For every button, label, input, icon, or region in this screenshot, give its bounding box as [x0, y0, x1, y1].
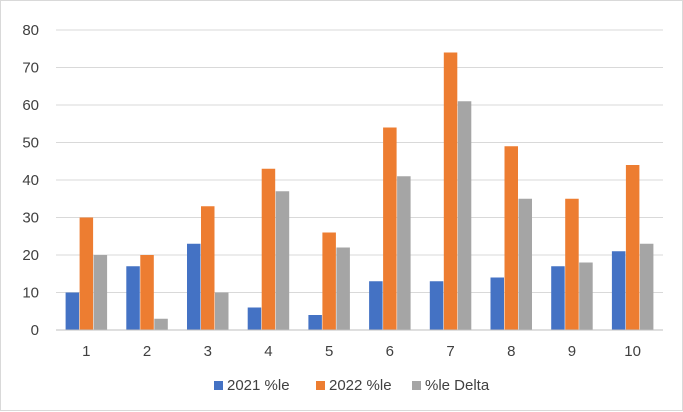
x-axis-ticks: 1 2 3 4 5 6 7 8 9 10 [82, 343, 641, 360]
x-tick-label: 10 [624, 343, 641, 360]
y-tick-label: 80 [22, 22, 39, 39]
bar-3-6 [397, 176, 411, 330]
y-tick-label: 50 [22, 135, 39, 152]
x-tick-label: 8 [507, 343, 515, 360]
y-tick-label: 10 [22, 285, 39, 302]
bar-1-4 [247, 307, 262, 330]
legend-swatch [214, 381, 223, 390]
x-tick-label: 1 [82, 343, 90, 360]
bar-3-8 [518, 198, 532, 330]
legend: 2021 %le 2022 %le %le Delta [214, 377, 490, 394]
legend-swatch [412, 381, 421, 390]
y-tick-label: 60 [22, 97, 39, 114]
legend-label: 2022 %le [329, 377, 392, 394]
bar-1-10 [611, 251, 626, 330]
x-tick-label: 3 [204, 343, 212, 360]
x-tick-label: 6 [386, 343, 394, 360]
bar-1-7 [429, 281, 444, 330]
bar-1-1 [65, 292, 80, 330]
bar-3-5 [336, 247, 350, 330]
bar-1-6 [369, 281, 383, 330]
bar-3-1 [93, 255, 108, 330]
bars [65, 52, 654, 330]
bar-2-8 [504, 146, 518, 330]
bar-1-3 [187, 243, 201, 330]
y-tick-label: 0 [31, 322, 39, 339]
bar-1-9 [551, 266, 565, 330]
legend-swatch [316, 381, 325, 390]
x-tick-label: 2 [143, 343, 151, 360]
bar-3-3 [215, 292, 229, 330]
bar-2-2 [140, 255, 154, 330]
x-tick-label: 7 [446, 343, 454, 360]
bar-3-4 [275, 191, 290, 330]
bar-2-6 [383, 127, 397, 330]
bar-3-9 [579, 262, 593, 330]
bar-1-5 [308, 315, 322, 330]
y-axis-ticks: 0 10 20 30 40 50 60 70 80 [22, 22, 39, 339]
y-tick-label: 30 [22, 210, 39, 227]
bar-1-2 [126, 266, 140, 330]
y-tick-label: 40 [22, 172, 39, 189]
x-tick-label: 4 [264, 343, 272, 360]
bar-2-10 [625, 165, 640, 330]
gridlines [56, 29, 663, 293]
bar-3-7 [457, 101, 472, 330]
legend-label: 2021 %le [227, 377, 290, 394]
bar-2-5 [322, 232, 336, 330]
bar-3-10 [639, 243, 654, 330]
bar-2-1 [79, 217, 94, 330]
bar-2-4 [261, 168, 276, 330]
bar-2-9 [565, 198, 579, 330]
y-tick-label: 70 [22, 60, 39, 77]
bar-2-7 [443, 52, 458, 330]
y-tick-label: 20 [22, 247, 39, 264]
x-tick-label: 9 [568, 343, 576, 360]
bar-3-2 [154, 318, 168, 330]
bar-1-8 [490, 277, 504, 330]
legend-label: %le Delta [425, 377, 490, 394]
x-tick-label: 5 [325, 343, 333, 360]
bar-2-3 [201, 206, 215, 330]
